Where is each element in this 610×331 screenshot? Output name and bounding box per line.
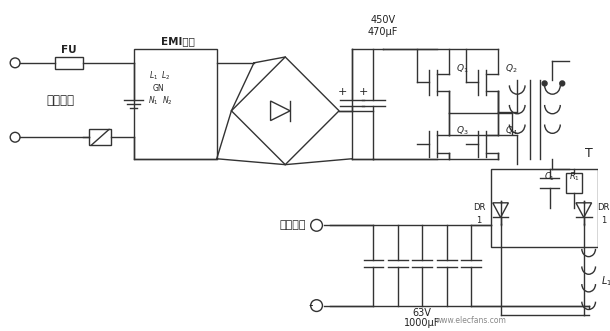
- Text: EMI滤波: EMI滤波: [160, 36, 195, 46]
- Text: $Q_3$: $Q_3$: [456, 124, 468, 137]
- Bar: [566, 173, 582, 193]
- Circle shape: [560, 81, 565, 86]
- Text: DR: DR: [473, 203, 485, 212]
- Text: $L_1$  $L_2$: $L_1$ $L_2$: [149, 69, 171, 82]
- Text: $N_1$  $N_2$: $N_1$ $N_2$: [148, 95, 173, 107]
- Bar: [56, 57, 82, 69]
- Bar: [134, 49, 217, 159]
- Text: 1000μF: 1000μF: [404, 318, 440, 328]
- Text: $C_1$: $C_1$: [544, 170, 555, 183]
- Text: 交流输入: 交流输入: [46, 94, 74, 107]
- Text: FU: FU: [61, 45, 77, 55]
- Text: 450V: 450V: [370, 15, 396, 25]
- Text: 470μF: 470μF: [368, 26, 398, 36]
- Text: 1: 1: [476, 216, 482, 225]
- Text: 1: 1: [601, 216, 606, 225]
- Text: T: T: [585, 147, 592, 161]
- Text: DR: DR: [597, 203, 609, 212]
- Text: +: +: [359, 87, 368, 97]
- Bar: [491, 168, 598, 247]
- Text: +: +: [337, 87, 346, 97]
- Text: $Q_4$: $Q_4$: [505, 124, 518, 137]
- Text: 直流输出: 直流输出: [280, 220, 306, 230]
- Text: $L_1$: $L_1$: [601, 274, 610, 288]
- Text: 63V: 63V: [413, 308, 432, 318]
- Text: $Q_1$: $Q_1$: [456, 63, 468, 75]
- Bar: [90, 129, 111, 145]
- Text: www.elecfans.com: www.elecfans.com: [436, 316, 507, 325]
- Text: GN: GN: [152, 84, 164, 93]
- Text: -: -: [308, 299, 313, 312]
- Circle shape: [542, 81, 547, 86]
- Text: $Q_2$: $Q_2$: [505, 63, 518, 75]
- Text: $R_1$: $R_1$: [569, 170, 579, 183]
